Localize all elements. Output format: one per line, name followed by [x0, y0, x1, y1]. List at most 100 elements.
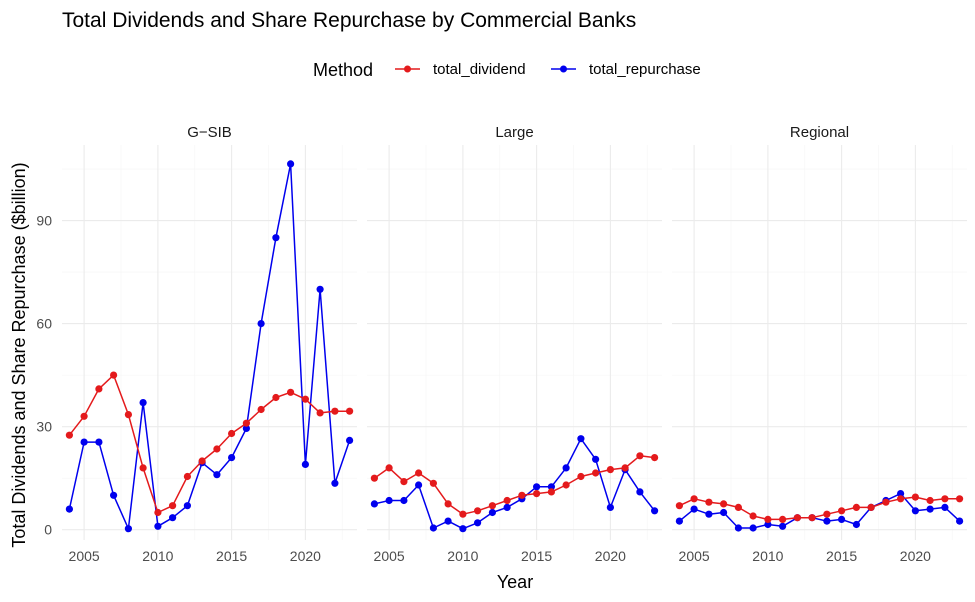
- point-total_repurchase: [897, 490, 905, 498]
- point-total_repurchase: [503, 503, 511, 511]
- point-total_dividend: [808, 514, 816, 522]
- point-total_repurchase: [911, 507, 920, 515]
- point-total_dividend: [385, 464, 393, 472]
- y-tick-label: 90: [36, 213, 52, 229]
- point-total_repurchase: [779, 522, 787, 530]
- point-total_dividend: [65, 431, 73, 439]
- point-total_repurchase: [370, 500, 378, 508]
- point-total_dividend: [370, 474, 378, 482]
- point-total_dividend: [110, 371, 118, 379]
- point-total_dividend: [651, 454, 659, 462]
- point-total_repurchase: [301, 460, 309, 468]
- point-total_repurchase: [690, 505, 698, 513]
- point-total_dividend: [444, 500, 452, 508]
- point-total_repurchase: [415, 481, 423, 489]
- point-total_dividend: [779, 515, 787, 524]
- point-total_repurchase: [346, 436, 354, 444]
- point-total_dividend: [764, 515, 772, 524]
- panels: G−SIB 2005 2010 2015 2020 0 30 60 90 Large 2005 201…: [36, 124, 967, 564]
- point-total_dividend: [793, 514, 802, 522]
- point-total_dividend: [562, 481, 570, 489]
- point-total_repurchase: [562, 464, 570, 472]
- point-total_dividend: [838, 507, 846, 515]
- point-total_repurchase: [80, 438, 88, 446]
- panel-strip-label: Large: [495, 124, 533, 141]
- point-total_repurchase: [95, 438, 103, 446]
- point-total_dividend: [80, 412, 88, 420]
- x-tick-label: 2005: [679, 548, 710, 564]
- point-total_repurchase: [154, 522, 162, 530]
- x-tick-label: 2010: [752, 548, 783, 564]
- point-total_dividend: [331, 407, 339, 415]
- point-total_repurchase: [956, 517, 964, 525]
- point-total_repurchase: [287, 160, 295, 168]
- point-total_repurchase: [385, 496, 393, 505]
- point-total_repurchase: [734, 524, 743, 532]
- point-total_dividend: [257, 405, 265, 414]
- point-total_repurchase: [547, 483, 556, 491]
- point-total_dividend: [897, 495, 905, 503]
- panel-2: Regional 2005 2010 2015 2020: [672, 124, 967, 564]
- point-total_repurchase: [592, 455, 600, 463]
- point-total_dividend: [459, 510, 467, 518]
- point-total_repurchase: [169, 514, 177, 522]
- point-total_repurchase: [272, 234, 280, 242]
- legend-marker-total_dividend: [404, 65, 411, 73]
- point-total_repurchase: [124, 525, 132, 533]
- point-total_repurchase: [444, 517, 452, 525]
- point-total_repurchase: [926, 505, 934, 513]
- point-total_dividend: [577, 472, 585, 481]
- point-total_dividend: [852, 503, 861, 511]
- legend-marker-total_repurchase: [560, 65, 567, 73]
- x-tick-label: 2015: [521, 548, 552, 564]
- point-total_repurchase: [749, 524, 757, 532]
- point-total_dividend: [533, 490, 541, 498]
- x-axis-title: Year: [497, 572, 533, 592]
- point-total_dividend: [95, 385, 103, 393]
- point-total_repurchase: [941, 503, 949, 511]
- point-total_dividend: [183, 472, 191, 481]
- panel-strip-label: Regional: [790, 124, 849, 141]
- point-total_dividend: [734, 503, 743, 511]
- point-total_repurchase: [533, 483, 541, 491]
- panel-strip-label: G−SIB: [187, 124, 232, 141]
- point-total_repurchase: [838, 515, 846, 524]
- point-total_dividend: [400, 478, 408, 486]
- x-tick-label: 2010: [447, 548, 478, 564]
- point-total_dividend: [415, 469, 423, 477]
- point-total_dividend: [272, 393, 280, 402]
- point-total_repurchase: [257, 320, 265, 328]
- point-total_repurchase: [331, 479, 339, 487]
- y-tick-label: 60: [36, 316, 52, 332]
- point-total_repurchase: [852, 520, 861, 529]
- point-total_dividend: [169, 502, 177, 510]
- y-tick-label: 0: [44, 522, 52, 538]
- point-total_repurchase: [213, 471, 221, 479]
- point-total_repurchase: [459, 525, 467, 533]
- x-tick-label: 2010: [142, 548, 173, 564]
- point-total_dividend: [429, 479, 437, 487]
- point-total_dividend: [124, 411, 132, 419]
- point-total_dividend: [636, 452, 644, 460]
- point-total_dividend: [198, 457, 206, 465]
- point-total_repurchase: [316, 285, 324, 293]
- point-total_repurchase: [110, 491, 118, 499]
- legend-title: Method: [313, 60, 373, 80]
- series-line-total_repurchase: [68, 163, 351, 530]
- point-total_dividend: [690, 495, 698, 503]
- point-total_dividend: [228, 429, 236, 438]
- point-total_dividend: [941, 495, 949, 503]
- x-tick-label: 2020: [290, 548, 321, 564]
- point-total_repurchase: [139, 399, 147, 407]
- point-total_dividend: [316, 409, 324, 417]
- point-total_dividend: [346, 407, 354, 415]
- point-total_repurchase: [651, 507, 659, 515]
- point-total_dividend: [926, 496, 934, 505]
- legend-label-total_repurchase: total_repurchase: [589, 61, 701, 78]
- x-tick-label: 2015: [216, 548, 247, 564]
- point-total_dividend: [882, 498, 890, 506]
- point-total_repurchase: [823, 517, 831, 525]
- point-total_dividend: [503, 496, 511, 505]
- point-total_repurchase: [474, 519, 482, 527]
